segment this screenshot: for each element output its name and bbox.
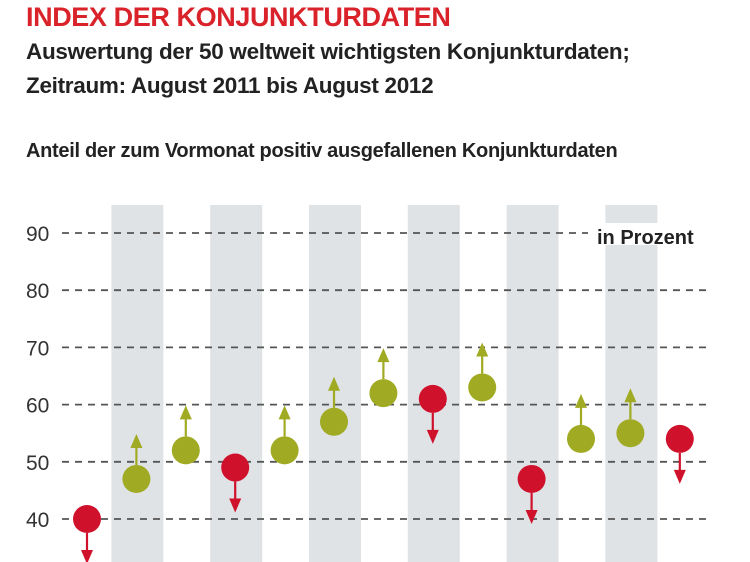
arrow-up-icon [278,405,291,420]
background-band [407,205,460,562]
chart-title: INDEX DER KONJUNKTURDATEN [26,2,451,32]
marker-up [171,405,200,465]
arrow-down-icon [81,550,93,562]
data-point [320,407,348,436]
arrow-up-icon [377,348,390,363]
data-point [418,384,447,413]
y-tick-label: 90 [26,223,49,246]
marker-down [517,464,546,524]
data-point [73,505,101,533]
data-point [567,424,595,453]
arrow-up-icon [575,393,587,408]
data-point [665,424,694,453]
marker-down [665,424,694,484]
data-point [270,436,299,465]
arrow-down-icon [426,429,439,444]
marker-up [616,388,645,448]
y-tick-label: 60 [26,395,49,418]
marker-up [320,376,348,436]
y-tick-label: 70 [26,337,49,360]
arrow-down-icon [229,498,242,513]
marker-down [73,505,101,562]
arrow-up-icon [476,342,489,357]
data-markers [73,342,694,562]
arrow-down-icon [525,509,538,524]
y-tick-label: 80 [26,280,49,303]
subtitle-line-1: Auswertung der 50 weltweit wichtigsten K… [26,39,630,64]
data-point [122,464,151,493]
marker-up [369,348,398,408]
marker-down [418,384,447,444]
y-axis-tick-labels: 40 50 60 70 80 90 [26,223,49,532]
arrow-up-icon [624,388,637,403]
marker-up [567,393,595,453]
y-tick-label: 40 [26,509,49,532]
chart-caption: Anteil der zum Vormonat positiv ausgefal… [26,140,618,162]
unit-label-background [588,223,712,245]
y-tick-label: 50 [26,452,49,475]
marker-up [270,405,299,465]
data-point [171,436,200,465]
data-point [221,453,250,482]
background-band [111,205,164,562]
arrow-down-icon [673,469,686,484]
subtitle-line-2: Zeitraum: August 2011 bis August 2012 [26,73,434,98]
data-point [369,379,398,408]
data-point [468,373,497,402]
chart-subtitle: Auswertung der 50 weltweit wichtigsten K… [26,35,630,103]
marker-up [122,433,151,493]
marker-down [221,453,250,513]
data-point [517,464,546,493]
arrow-up-icon [130,433,143,448]
arrow-up-icon [179,405,192,420]
marker-up [468,342,497,402]
unit-label: in Prozent [597,227,694,249]
data-point [616,419,645,448]
arrow-up-icon [328,376,340,391]
background-band [605,205,658,562]
